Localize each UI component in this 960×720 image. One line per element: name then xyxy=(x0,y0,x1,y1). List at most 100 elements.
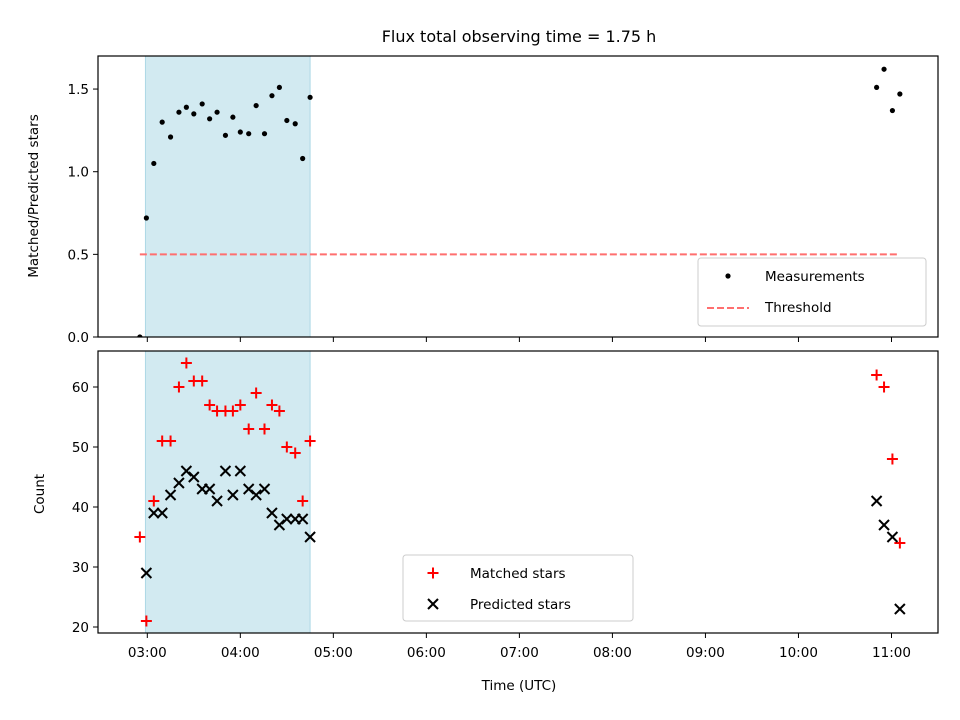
legend-plus-icon xyxy=(427,567,439,579)
x-tick-label: 10:00 xyxy=(779,645,818,661)
legend-label: Measurements xyxy=(765,269,865,285)
predicted-star-point xyxy=(203,483,216,495)
predicted-star-point xyxy=(886,531,899,543)
y-tick-label: 60 xyxy=(72,380,89,396)
y-tick-label: 30 xyxy=(72,560,89,576)
measurement-point xyxy=(307,94,313,100)
measurement-point xyxy=(151,160,157,167)
measurement-point xyxy=(191,111,197,117)
matched-star-point xyxy=(281,441,293,453)
measurement-point xyxy=(284,117,290,124)
matched-star-point xyxy=(134,531,146,543)
observing-window-span xyxy=(144,351,311,633)
measurement-point xyxy=(222,132,229,138)
predicted-star-point xyxy=(173,477,185,489)
predicted-star-point xyxy=(250,489,262,501)
plot-area xyxy=(134,351,906,633)
count-plot-axes: 20 30 40 50 60 03:00 04:00 05:00 06:00 07:00 08:00… xyxy=(72,350,939,661)
matched-star-point xyxy=(259,423,271,435)
measurement-point xyxy=(237,129,243,135)
measurement-point xyxy=(183,104,189,110)
x-tick-label: 08:00 xyxy=(593,645,632,661)
predicted-star-point xyxy=(304,531,316,543)
x-tick-label: 09:00 xyxy=(686,645,725,661)
measurement-point xyxy=(300,155,306,162)
matched-star-point xyxy=(266,399,278,411)
measurement-point xyxy=(874,84,880,91)
matched-star-point xyxy=(304,435,316,447)
predicted-star-point xyxy=(273,519,286,531)
matched-star-point xyxy=(250,387,262,399)
measurement-point xyxy=(207,116,213,122)
predicted-star-point xyxy=(211,495,223,507)
measurement-point xyxy=(292,121,298,127)
ratio-plot-axes: 0.0 0.5 1.0 1.5 Measurements Threshold xyxy=(68,55,939,346)
predicted-star-point xyxy=(164,489,177,501)
measurement-point xyxy=(881,66,887,72)
predicted-star-point xyxy=(894,603,906,615)
measurement-point xyxy=(897,91,903,97)
x-tick-label: 06:00 xyxy=(407,645,446,661)
axes-frame xyxy=(97,55,939,338)
predicted-star-point xyxy=(227,489,239,501)
measurement-point xyxy=(143,215,149,221)
y-tick-label: 1.5 xyxy=(68,82,89,98)
matched-star-point xyxy=(878,381,890,393)
measurement-point xyxy=(167,134,174,140)
y-tick-label: 1.0 xyxy=(68,165,89,181)
measurement-point xyxy=(261,131,268,137)
measurement-point xyxy=(889,107,896,114)
matched-star-point xyxy=(140,615,152,627)
measurement-point xyxy=(253,102,259,109)
legend-label: Matched stars xyxy=(470,566,566,582)
predicted-star-point xyxy=(878,519,890,531)
x-tick-label: 07:00 xyxy=(500,645,539,661)
x-tick-label: 05:00 xyxy=(314,645,353,661)
x-tick-label: 04:00 xyxy=(221,645,260,661)
predicted-star-point xyxy=(219,465,232,477)
matched-star-point xyxy=(289,447,301,459)
matched-star-point xyxy=(165,435,177,447)
matched-star-point xyxy=(180,357,192,369)
predicted-star-point xyxy=(296,513,309,525)
measurement-point xyxy=(214,109,220,115)
legend: Measurements Threshold xyxy=(697,257,927,327)
predicted-star-point xyxy=(180,465,193,477)
matched-star-point xyxy=(227,405,239,417)
legend-box xyxy=(402,554,634,622)
matched-star-point xyxy=(243,423,255,435)
measurement-point xyxy=(199,101,205,107)
matched-star-point xyxy=(871,369,883,381)
predicted-star-point xyxy=(156,507,168,519)
matched-star-point xyxy=(894,537,906,549)
y-tick-label: 0.0 xyxy=(68,330,89,346)
chart-title: Flux total observing time = 1.75 h xyxy=(382,27,657,46)
matched-star-point xyxy=(173,381,185,393)
predicted-star-point xyxy=(148,507,160,519)
plot-area xyxy=(137,56,903,337)
observing-window-span xyxy=(144,56,311,337)
predicted-star-point xyxy=(266,507,278,519)
predicted-star-point xyxy=(140,567,153,579)
predicted-star-point xyxy=(281,513,293,525)
matched-star-point xyxy=(196,375,208,387)
predicted-star-point xyxy=(188,471,200,483)
y-tick-label: 50 xyxy=(72,440,89,456)
x-tick-label: 11:00 xyxy=(872,645,911,661)
y-tick-label: 40 xyxy=(72,500,89,516)
legend-x-icon xyxy=(427,598,439,610)
predicted-star-point xyxy=(870,495,883,507)
axes-frame xyxy=(97,350,939,634)
matched-star-point xyxy=(234,399,246,411)
legend: Matched stars Predicted stars xyxy=(402,554,634,622)
predicted-star-point xyxy=(234,465,247,477)
matched-star-point xyxy=(273,405,285,417)
measurement-point xyxy=(276,84,282,91)
y-tick-label: 20 xyxy=(72,620,89,636)
legend-dot-icon xyxy=(725,273,731,279)
x-axis-label: Time (UTC) xyxy=(481,678,557,694)
measurement-point xyxy=(176,109,182,115)
legend-label: Predicted stars xyxy=(470,597,571,613)
matched-star-point xyxy=(204,399,216,411)
